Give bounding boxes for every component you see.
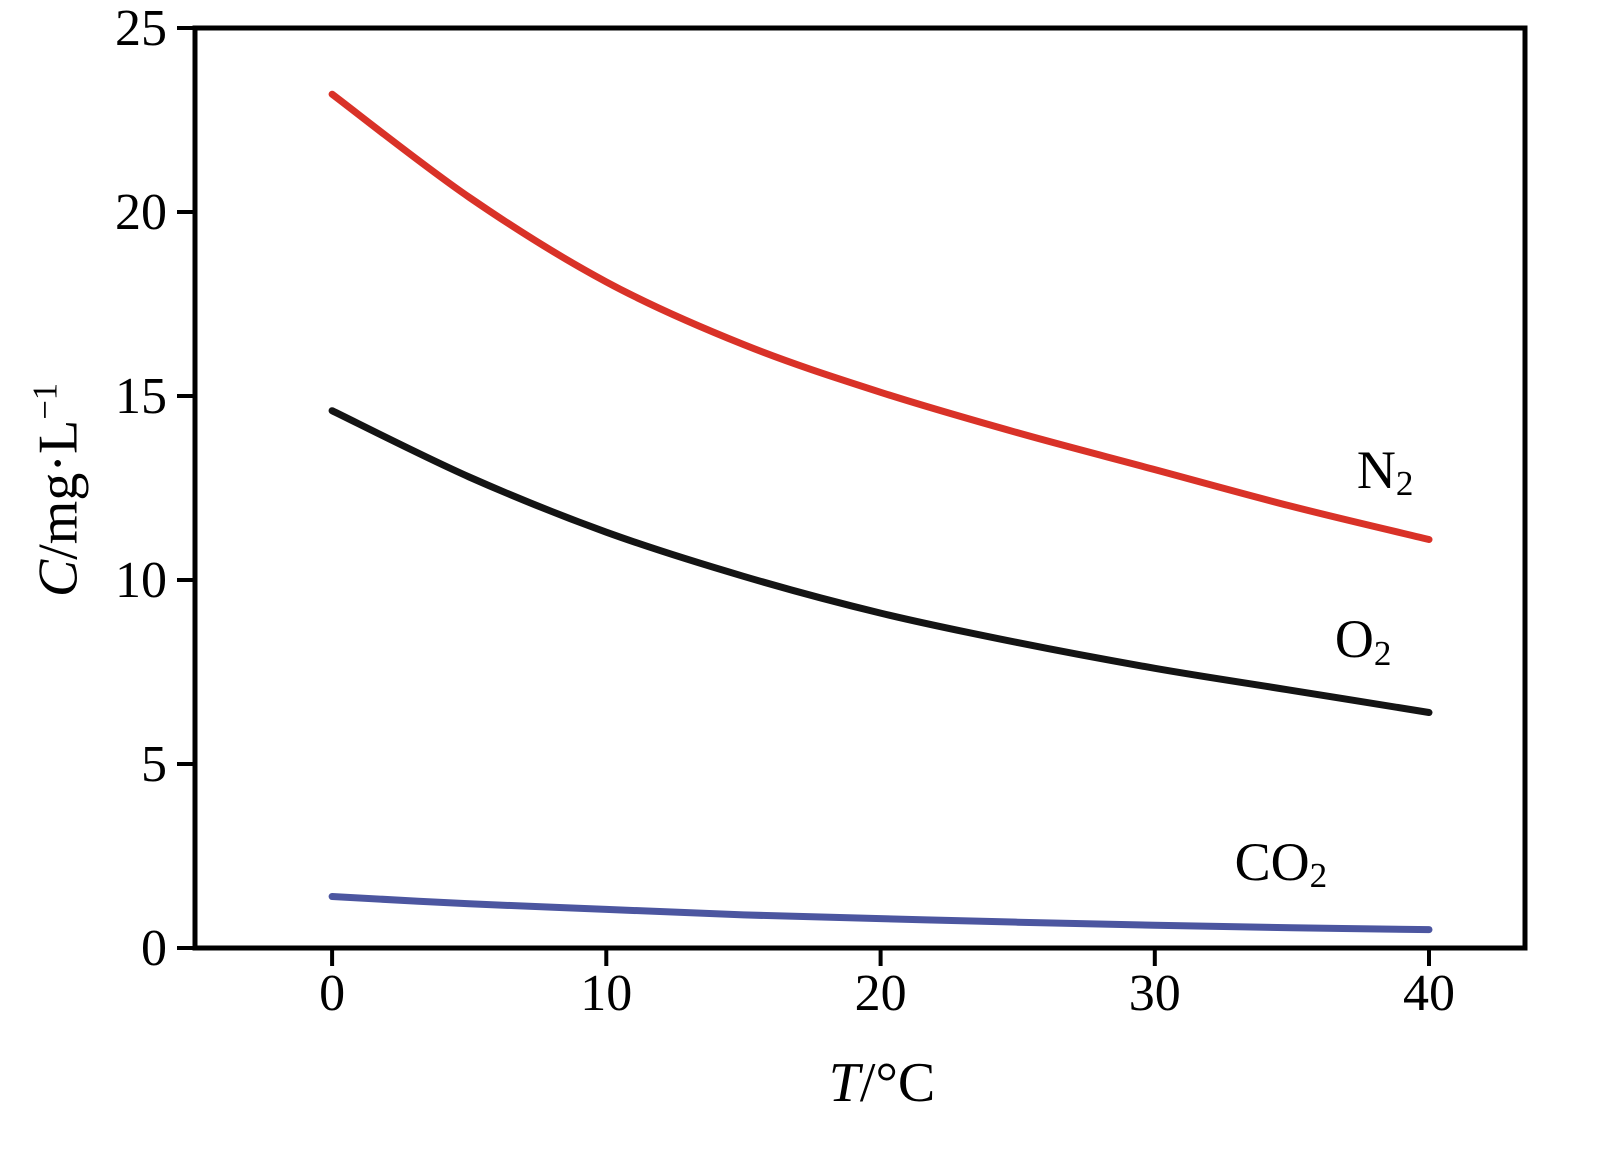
- x-tick-label: 10: [580, 965, 632, 1022]
- y-tick-label: 5: [141, 736, 167, 793]
- series-label-o2-text: O: [1334, 608, 1374, 669]
- series-label-n2-subscript: 2: [1395, 464, 1414, 504]
- series-label-o2-subscript: 2: [1373, 633, 1392, 673]
- series-label-n2-text: N: [1356, 439, 1396, 500]
- series-label-co2-text: CO: [1234, 831, 1310, 892]
- y-axis-title-unit: /mg·L: [27, 419, 90, 560]
- x-tick-label: 30: [1129, 965, 1181, 1022]
- y-tick-label: 20: [115, 184, 167, 241]
- y-tick-label: 25: [115, 0, 167, 57]
- curve-n2: [328, 90, 1433, 543]
- y-tick-label: 0: [141, 920, 167, 977]
- y-axis-title: C/mg·L−1: [26, 383, 91, 597]
- curve-o2: [328, 407, 1433, 716]
- series-label-o2: O2: [1334, 608, 1392, 673]
- curve-co2: [328, 893, 1433, 934]
- x-axis-title: T/°C: [829, 1051, 935, 1115]
- plot-border: [192, 25, 1528, 951]
- series-label-co2: CO2: [1234, 831, 1328, 896]
- series-label-co2-subscript: 2: [1309, 856, 1328, 896]
- y-tick-label: 10: [115, 552, 167, 609]
- x-tick-label: 20: [855, 965, 907, 1022]
- x-axis-title-symbol: T: [828, 1052, 860, 1114]
- y-tick-label: 15: [115, 368, 167, 425]
- y-axis-title-exponent: −1: [25, 382, 65, 420]
- x-tick-label: 0: [319, 965, 345, 1022]
- x-axis-title-unit: /°C: [859, 1052, 936, 1114]
- series-label-n2: N2: [1356, 439, 1414, 504]
- y-axis-title-symbol: C: [27, 559, 90, 598]
- x-tick-label: 40: [1403, 965, 1455, 1022]
